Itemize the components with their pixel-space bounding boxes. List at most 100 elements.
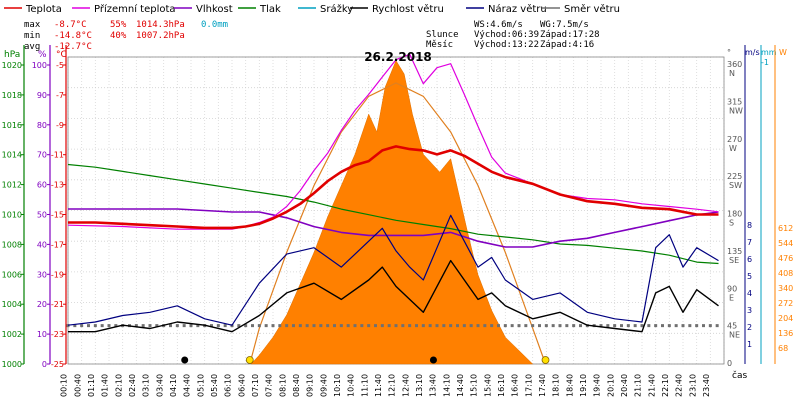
x-tick-label: 16:10 <box>497 374 506 397</box>
x-tick-label: 04:10 <box>169 374 178 397</box>
humidity-line <box>68 208 719 248</box>
direction-compass-label: NW <box>729 106 743 115</box>
x-tick-label: 22:40 <box>675 374 684 397</box>
x-tick-label: 17:40 <box>538 374 547 397</box>
axis-tick-label: 70 <box>37 151 47 160</box>
wind-direction-mark <box>257 324 261 328</box>
axis-tick-label: -21 <box>51 300 64 309</box>
wind-direction-mark <box>613 324 617 328</box>
stats-value: 40% <box>110 31 127 41</box>
x-tick-label: 08:40 <box>292 374 301 397</box>
axis-tick-label: -23 <box>51 330 64 339</box>
direction-tick-label: 0 <box>727 359 732 368</box>
sun-event-marker <box>541 356 550 364</box>
axis-tick-label: 100 <box>32 61 47 70</box>
stats-value: -14.8°C <box>54 31 92 41</box>
x-tick-label: 02:40 <box>128 374 137 397</box>
wind-direction-mark <box>182 324 186 328</box>
wind-direction-mark <box>421 324 425 328</box>
x-tick-label: 14:10 <box>442 374 451 397</box>
wind-direction-mark <box>175 324 179 328</box>
wind-direction-mark <box>134 324 138 328</box>
wind-direction-mark <box>633 324 637 328</box>
axis-tick-label: -7 <box>56 91 64 100</box>
axis-tick-label: 1012 <box>2 181 22 190</box>
clear-sky-curve <box>249 82 547 365</box>
x-tick-label: 07:40 <box>265 374 274 397</box>
axis-tick-label: 1018 <box>2 91 22 100</box>
direction-tick-label: 180 <box>727 210 742 219</box>
wind-tick-label: 1 <box>747 340 752 349</box>
wind-direction-mark <box>305 324 309 328</box>
wind-direction-mark <box>278 324 282 328</box>
x-tick-label: 20:10 <box>606 374 615 397</box>
sunrise: Východ:06:39 <box>474 30 539 40</box>
chart-legend: Teplota Přízemní teplota Vlhkost Tlak Srážky… <box>4 3 620 15</box>
wind-direction-mark <box>292 324 295 328</box>
direction-compass-label: NE <box>729 331 740 340</box>
x-tick-label: 21:10 <box>634 374 643 397</box>
x-tick-label: 05:10 <box>196 374 205 397</box>
radiation-area <box>250 60 534 365</box>
axis-tick-label: -17 <box>51 240 64 249</box>
direction-tick-label: 225 <box>727 172 742 181</box>
direction-compass-label: S <box>729 219 734 228</box>
legend-label: Náraz větru <box>488 3 547 15</box>
x-tick-label: 20:40 <box>620 374 629 397</box>
wind-speed-avg: WS:4.6m/s <box>474 20 523 30</box>
axis-tick-label: 80 <box>37 121 47 130</box>
wind-direction-mark <box>169 324 172 328</box>
wind-direction-mark <box>708 324 712 328</box>
axis-tick-label: 1006 <box>2 270 22 279</box>
axis-tick-label: 1004 <box>2 300 22 309</box>
x-tick-label: 09:10 <box>306 374 315 397</box>
x-tick-label: 23:10 <box>688 374 697 397</box>
axis-tick-label: -5 <box>56 61 64 70</box>
chart-title: 26.2.2018 <box>364 50 432 64</box>
direction-compass-label: SE <box>729 256 739 265</box>
rain-tick-label: -1 <box>761 58 769 67</box>
axis-title: m/s <box>745 48 760 57</box>
wind-direction-mark <box>654 324 658 328</box>
wind-direction-mark <box>497 324 500 328</box>
x-tick-label: 09:40 <box>319 374 328 397</box>
x-tick-label: 19:10 <box>579 374 588 397</box>
legend-label: Směr větru <box>564 3 620 15</box>
radiation-tick-label: 544 <box>778 239 793 248</box>
wind-direction-mark <box>606 324 610 328</box>
axis-tick-label: -25 <box>51 360 64 369</box>
wind-direction-mark <box>353 324 357 328</box>
moon-label: Měsíc <box>426 40 453 50</box>
wind-tick-label: 5 <box>747 272 752 281</box>
wind-direction-mark <box>319 324 323 328</box>
wind-direction-mark <box>80 324 84 328</box>
x-tick-label: 21:40 <box>647 374 656 397</box>
x-tick-label: 05:40 <box>210 374 219 397</box>
stats-value: avg <box>24 42 40 52</box>
wind-direction-mark <box>148 324 152 328</box>
wind-direction-mark <box>312 324 316 328</box>
axis-title: hPa <box>4 50 20 60</box>
x-tick-label: 10:40 <box>347 374 356 397</box>
wind-direction-mark <box>100 324 104 328</box>
pressure-line <box>67 163 719 265</box>
wind-direction-mark <box>558 324 562 328</box>
x-tick-label: 17:10 <box>524 374 533 397</box>
x-tick-label: 03:40 <box>155 374 164 397</box>
temperature-line <box>68 145 719 230</box>
wind-direction-mark <box>599 324 603 328</box>
wind-direction-mark <box>87 324 90 328</box>
wind-direction-mark <box>244 324 248 328</box>
wind-direction-mark <box>189 324 193 328</box>
axis-title: mm <box>761 48 777 57</box>
wind-direction-mark <box>715 324 719 328</box>
stats-value: -12.7°C <box>54 42 92 52</box>
wind-direction-mark <box>462 324 466 328</box>
wind-direction-mark <box>702 324 705 328</box>
wind-direction-mark <box>565 324 569 328</box>
axis-tick-label: 10 <box>37 330 47 339</box>
moon-event-marker <box>429 356 437 364</box>
direction-compass-label: W <box>729 144 737 153</box>
axis-tick-label: 20 <box>37 300 47 309</box>
